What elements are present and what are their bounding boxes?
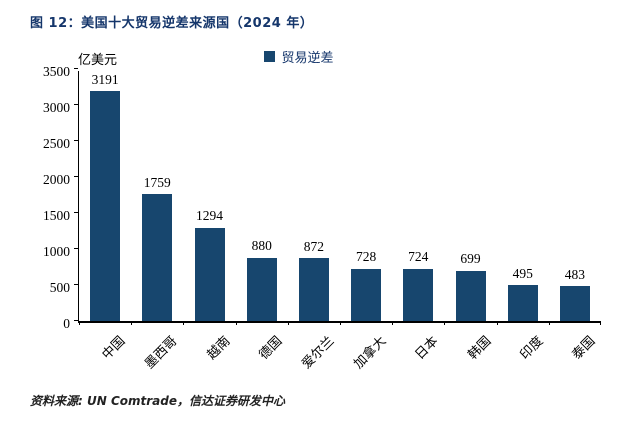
y-axis-unit-label: 亿美元 <box>78 52 118 67</box>
bar-value-label: 483 <box>564 266 586 282</box>
x-axis-tick-mark <box>548 321 550 325</box>
legend: 贸易逆差 <box>30 47 568 66</box>
bar-chart: 0 500 1000 1500 2000 2500 3000 3500 3191 中国 1759 墨… <box>30 64 608 372</box>
y-axis-tick-label: 1000 <box>43 243 70 259</box>
x-axis-label: 德国 <box>256 333 286 363</box>
bar-6 <box>351 268 382 321</box>
bar-value-label: 872 <box>303 238 325 254</box>
x-axis-tick-mark <box>79 321 80 325</box>
plot-area: 3191 中国 1759 墨西哥 1294 越南 880 德国 872 爱尔兰 728 加拿大 724 日… <box>74 68 601 372</box>
bar-5 <box>298 258 329 321</box>
bar-value-label: 1759 <box>143 174 171 190</box>
y-axis-tick-mark <box>74 248 78 249</box>
legend-swatch-icon <box>264 51 276 62</box>
y-axis-tick-label: 2000 <box>43 171 70 187</box>
y-axis-tick-mark <box>74 104 78 105</box>
x-axis-tick-mark <box>340 321 341 325</box>
x-axis-tick-mark <box>496 321 498 325</box>
y-axis-tick-mark <box>74 140 78 141</box>
bar-value-label: 3191 <box>91 71 119 87</box>
x-axis-label: 加拿大 <box>351 333 390 373</box>
figure-title: 图 12：美国十大贸易逆差来源国（2024 年） <box>30 16 314 31</box>
x-axis-tick-mark <box>131 321 133 325</box>
x-axis-label: 越南 <box>203 333 233 363</box>
x-axis-tick-mark <box>444 321 446 325</box>
y-axis: 0 500 1000 1500 2000 2500 3000 3500 <box>30 64 78 329</box>
x-axis-label: 中国 <box>99 333 129 363</box>
x-axis-tick-mark <box>287 321 289 325</box>
y-axis-tick-label: 500 <box>49 279 70 295</box>
bar-2 <box>142 194 173 321</box>
y-axis-tick-label: 0 <box>63 315 70 331</box>
x-axis-tick-mark <box>392 321 394 325</box>
x-axis-label: 印度 <box>517 333 547 363</box>
y-axis-tick-mark <box>74 176 78 177</box>
legend-label: 贸易逆差 <box>281 51 334 66</box>
bar-value-label: 728 <box>355 249 377 265</box>
x-axis-label: 日本 <box>412 333 442 363</box>
bar-1 <box>90 91 121 321</box>
y-axis-tick-label: 3000 <box>43 99 70 115</box>
bar-value-label: 1294 <box>196 208 223 224</box>
bar-7 <box>403 268 434 321</box>
bar-8 <box>455 270 486 321</box>
bar-value-label: 880 <box>251 238 272 254</box>
y-axis-tick-mark <box>74 320 78 321</box>
bar-value-label: 724 <box>408 249 429 265</box>
y-axis-tick-mark <box>74 284 78 285</box>
x-axis-tick-mark <box>235 321 237 325</box>
x-axis-label: 墨西哥 <box>142 333 181 373</box>
y-axis-tick-label: 1500 <box>43 207 70 223</box>
bar-3 <box>194 227 225 321</box>
x-axis-label: 爱尔兰 <box>299 333 338 373</box>
y-axis-tick-label: 3500 <box>43 63 70 79</box>
y-axis-tick-mark <box>74 68 78 69</box>
chart-header-row: 亿美元 贸易逆差 <box>30 47 608 67</box>
bar-10 <box>559 286 590 321</box>
source-note: 资料来源: UN Comtrade，信达证券研发中心 <box>30 394 285 408</box>
y-axis-tick-mark <box>74 212 78 213</box>
x-axis-label: 泰国 <box>569 333 599 363</box>
x-axis-tick-mark <box>600 321 601 325</box>
bar-9 <box>507 285 538 321</box>
bar-value-label: 699 <box>460 251 481 267</box>
bar-value-label: 495 <box>512 265 533 281</box>
x-axis-label: 韩国 <box>464 333 494 363</box>
y-axis-tick-label: 2500 <box>43 135 70 151</box>
bar-4 <box>246 257 277 321</box>
x-axis-tick-mark <box>183 321 185 325</box>
